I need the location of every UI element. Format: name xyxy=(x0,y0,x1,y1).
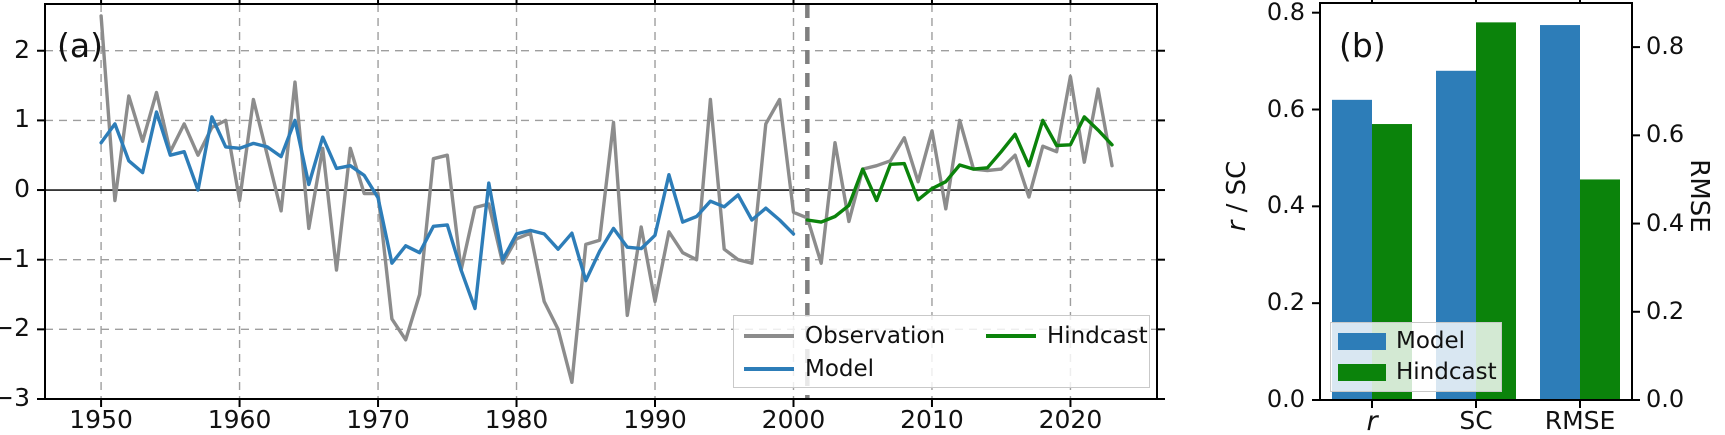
hindcast-line-swatch xyxy=(986,334,1036,338)
legend-item-model: Model xyxy=(744,356,874,382)
panel-b-left-tick-label: 0.2 xyxy=(1266,288,1305,317)
panel-a-x-tick-label: 1980 xyxy=(484,405,549,434)
panel-b-label: (b) xyxy=(1339,26,1386,65)
panel-a-y-tick-label: −2 xyxy=(0,313,30,343)
panel-a-x-tick-label: 1950 xyxy=(69,405,133,434)
panel-a-y-tick-label: −1 xyxy=(0,243,30,273)
panel-a-y-tick-label: 2 xyxy=(14,34,30,64)
panel-a-x-tick-label: 1990 xyxy=(623,405,687,434)
panel-b-category-label: SC xyxy=(1459,406,1493,435)
legend-label-observation: Observation xyxy=(805,323,946,349)
legend-item-hindcast: Hindcast xyxy=(986,323,1148,349)
hindcast-bar-swatch xyxy=(1338,363,1386,381)
panel-b-left-tick-label: 0.6 xyxy=(1266,94,1305,123)
observation-line-swatch xyxy=(744,334,794,338)
panel-a-x-tick-label: 2000 xyxy=(761,405,826,434)
panel-a-x-tick-label: 2010 xyxy=(900,405,964,434)
panel-b-right-tick-label: 0.8 xyxy=(1646,32,1685,61)
panel-b-right-tick-label: 0.6 xyxy=(1646,120,1685,149)
panel-a-y-tick-label: 0 xyxy=(14,174,30,204)
panel-a-label: (a) xyxy=(57,26,103,65)
legend-item-model-b: Model xyxy=(1338,328,1465,354)
panel-b-right-tick-label: 0.4 xyxy=(1646,208,1685,237)
panel-b-right-tick-label: 0.0 xyxy=(1646,385,1685,413)
legend-item-observation: Observation xyxy=(744,323,945,349)
panel-b-legend: Model Hindcast xyxy=(1330,322,1502,392)
panel-b-right-axis-title: RMSE xyxy=(1684,159,1714,233)
panel-b-left-tick-label: 0.4 xyxy=(1266,191,1305,220)
legend-item-hindcast-b: Hindcast xyxy=(1338,359,1497,385)
panel-a-y-tick-label: −3 xyxy=(0,383,30,412)
panel-b-left-tick-label: 0.0 xyxy=(1266,385,1305,413)
legend-label-hindcast: Hindcast xyxy=(1047,323,1148,349)
panel-a-legend: Observation Model Hindcast xyxy=(733,315,1150,388)
panel-a-x-tick-label: 1960 xyxy=(207,405,272,434)
legend-label-model: Model xyxy=(805,356,875,382)
panel-a-x-tick-label: 1970 xyxy=(346,405,410,434)
panel-b-category-label: RMSE xyxy=(1544,406,1616,435)
panel-b-right-tick-label: 0.2 xyxy=(1646,296,1685,325)
legend-label-model-b: Model xyxy=(1396,328,1466,354)
panel-b-category-label: r xyxy=(1366,406,1378,435)
panel-a-y-tick-label: 1 xyxy=(14,104,30,134)
axis-title-r: r xyxy=(1222,220,1252,232)
panel-b-left-tick-label: 0.8 xyxy=(1266,0,1305,26)
legend-label-hindcast-b: Hindcast xyxy=(1396,359,1497,385)
panel-a-x-tick-label: 2020 xyxy=(1038,405,1103,434)
model-line-swatch xyxy=(744,367,794,371)
model-bar-swatch xyxy=(1338,332,1386,350)
